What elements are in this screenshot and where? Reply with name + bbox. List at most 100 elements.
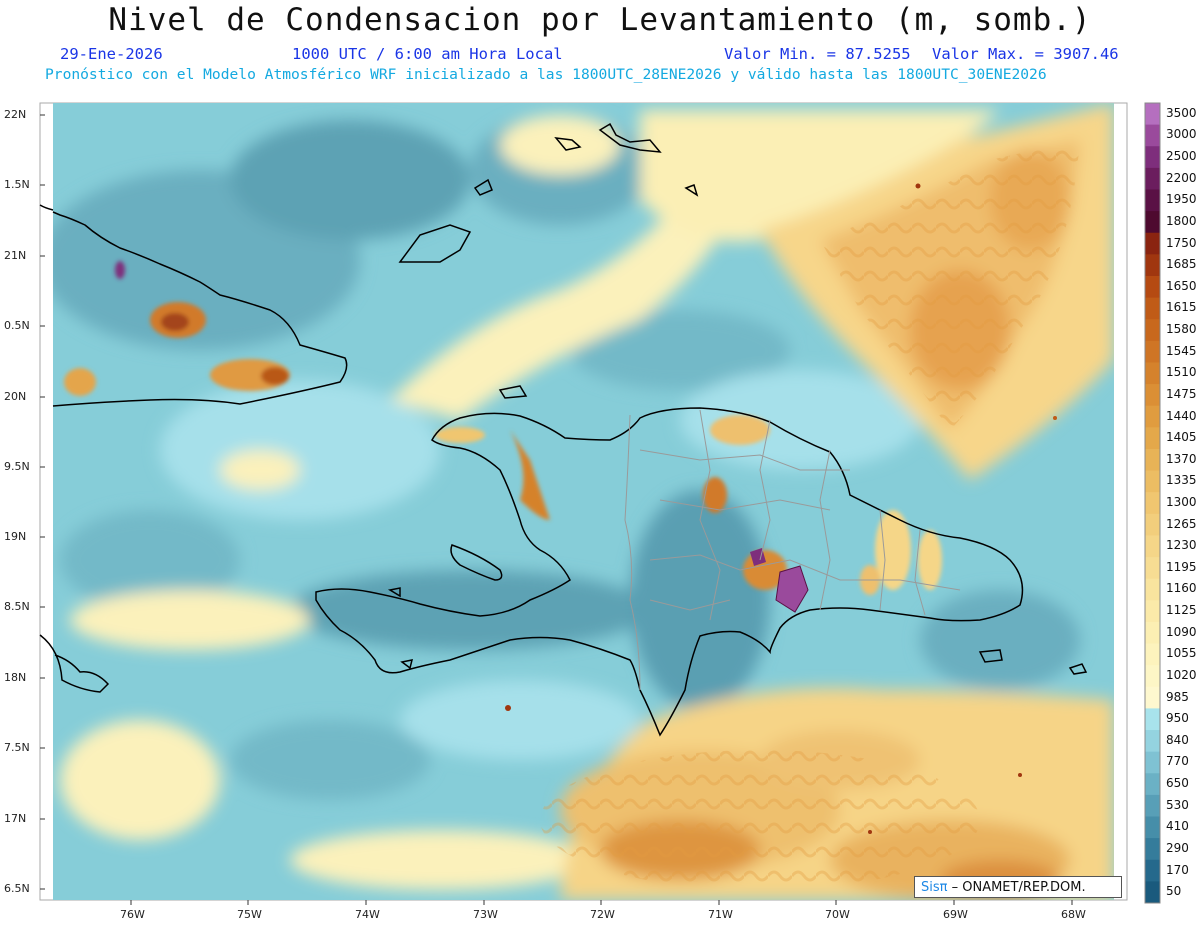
colorbar-level-label: 1405 <box>1166 430 1197 445</box>
colorbar-swatch <box>1145 730 1160 753</box>
lat-label: 8.5N <box>4 600 30 613</box>
colorbar-swatch <box>1145 232 1160 255</box>
colorbar-level-label: 50 <box>1166 884 1182 899</box>
colorbar-level-label: 530 <box>1166 797 1189 812</box>
lcl-field <box>53 103 1114 900</box>
colorbar-level-label: 1475 <box>1166 386 1197 401</box>
lat-label: 21N <box>4 249 27 262</box>
colorbar-level-label: 770 <box>1166 754 1189 769</box>
colorbar-swatch <box>1145 535 1160 558</box>
colorbar-swatch <box>1145 167 1160 190</box>
colorbar-swatch <box>1145 492 1160 515</box>
onamet-logo: Sisπ – ONAMET/REP.DOM. <box>914 876 1122 898</box>
colorbar-swatch <box>1145 557 1160 580</box>
colorbar-level-label: 1685 <box>1166 257 1197 272</box>
colorbar-level-label: 410 <box>1166 819 1189 834</box>
province-borders <box>624 409 961 691</box>
lon-label: 70W <box>825 908 850 921</box>
colorbar-swatch <box>1145 146 1160 169</box>
colorbar-level-label: 3000 <box>1166 127 1197 142</box>
colorbar-swatch <box>1145 340 1160 363</box>
colorbar-swatch <box>1145 816 1160 839</box>
min-value-label: Valor Min. = 87.5255 <box>724 45 911 63</box>
lat-label: 18N <box>4 671 27 684</box>
colorbar-level-label: 1300 <box>1166 495 1197 509</box>
lon-label: 68W <box>1061 908 1086 921</box>
lon-label: 76W <box>120 908 145 921</box>
lat-label: 0.5N <box>4 319 30 332</box>
colorbar-level-label: 1195 <box>1166 559 1197 574</box>
colorbar-level-label: 1230 <box>1166 538 1197 553</box>
colorbar-level-label: 1370 <box>1166 451 1197 466</box>
colorbar-swatch <box>1145 665 1160 688</box>
colorbar-level-label: 1160 <box>1166 581 1197 596</box>
lat-label: 7.5N <box>4 741 30 754</box>
colorbar-level-label: 1510 <box>1166 365 1197 380</box>
colorbar-swatch <box>1145 859 1160 882</box>
colorbar <box>1144 102 1161 904</box>
max-value-label: Valor Max. = 3907.46 <box>932 45 1119 63</box>
colorbar-level-label: 1950 <box>1166 192 1197 207</box>
colorbar-level-label: 290 <box>1166 840 1189 855</box>
colorbar-level-label: 1800 <box>1166 213 1197 228</box>
lat-label: 9.5N <box>4 460 30 473</box>
lat-label: 22N <box>4 108 27 121</box>
coastlines <box>39 122 1088 737</box>
colorbar-level-label: 840 <box>1166 732 1189 747</box>
map-title: Nivel de Condensacion por Levantamiento … <box>108 2 1092 38</box>
colorbar-swatch <box>1145 578 1160 601</box>
lat-label: 19N <box>4 530 27 543</box>
colorbar-level-label: 1335 <box>1166 473 1197 488</box>
colorbar-swatch <box>1145 794 1160 818</box>
colorbar-level-label: 170 <box>1166 862 1189 877</box>
lon-label: 72W <box>590 908 615 921</box>
colorbar-level-label: 650 <box>1166 776 1189 791</box>
colorbar-level-label: 1650 <box>1166 278 1197 293</box>
colorbar-swatch <box>1145 362 1160 385</box>
colorbar-level-label: 1090 <box>1166 624 1197 639</box>
lat-label: 6.5N <box>4 882 30 895</box>
colorbar-swatch <box>1145 686 1160 709</box>
colorbar-swatch <box>1145 254 1160 277</box>
colorbar-swatch <box>1145 751 1160 774</box>
colorbar-swatch <box>1145 405 1160 428</box>
colorbar-swatch <box>1145 384 1160 407</box>
colorbar-level-label: 2200 <box>1166 170 1197 185</box>
lat-label: 20N <box>4 390 27 403</box>
colorbar-swatch <box>1145 621 1160 645</box>
colorbar-swatch <box>1145 211 1160 234</box>
colorbar-swatch <box>1145 124 1160 147</box>
colorbar-level-label: 1440 <box>1166 408 1197 423</box>
lon-label: 69W <box>943 908 968 921</box>
colorbar-swatch <box>1145 297 1160 320</box>
colorbar-level-label: 1615 <box>1166 300 1197 315</box>
colorbar-swatch <box>1145 513 1160 536</box>
colorbar-swatch <box>1145 189 1160 212</box>
time-label: 1000 UTC / 6:00 am Hora Local <box>292 45 563 63</box>
colorbar-swatch <box>1145 319 1160 342</box>
colorbar-level-label: 950 <box>1166 711 1189 726</box>
colorbar-swatch <box>1145 643 1160 666</box>
colorbar-level-label: 1750 <box>1166 235 1197 250</box>
colorbar-level-label: 1055 <box>1166 646 1197 661</box>
lon-label: 74W <box>355 908 380 921</box>
colorbar-swatch <box>1145 773 1160 796</box>
colorbar-level-label: 1020 <box>1166 667 1197 682</box>
colorbar-swatch <box>1145 275 1160 299</box>
colorbar-level-label: 985 <box>1166 689 1189 704</box>
lat-label: 1.5N <box>4 178 30 191</box>
colorbar-swatch <box>1145 427 1160 450</box>
colorbar-level-label: 1580 <box>1166 322 1197 337</box>
lon-label: 75W <box>237 908 262 921</box>
lon-label: 71W <box>708 908 733 921</box>
colorbar-swatch <box>1145 448 1160 472</box>
colorbar-level-label: 1265 <box>1166 516 1197 531</box>
colorbar-level-label: 1545 <box>1166 343 1197 358</box>
lon-label: 73W <box>473 908 498 921</box>
colorbar-swatch <box>1145 838 1160 861</box>
lat-label: 17N <box>4 812 27 825</box>
date-label: 29-Ene-2026 <box>60 45 163 63</box>
colorbar-level-label: 3500 <box>1166 105 1197 120</box>
colorbar-swatch <box>1145 708 1160 731</box>
